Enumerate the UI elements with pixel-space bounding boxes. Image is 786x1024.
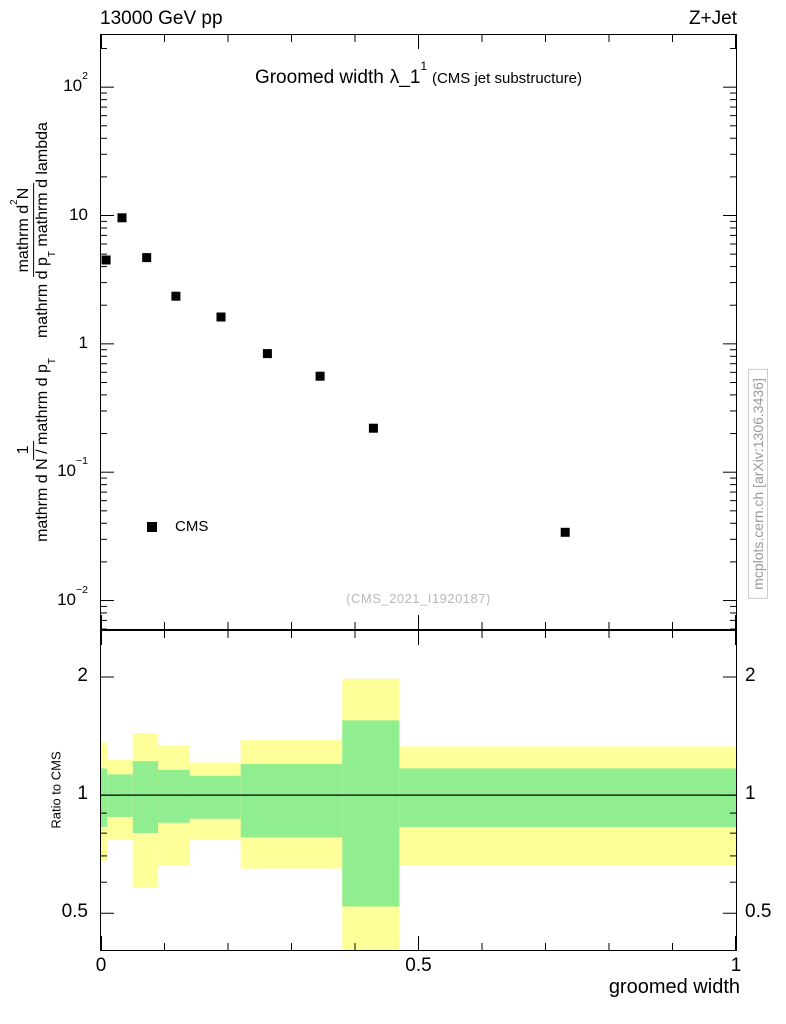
data-point: [171, 291, 181, 301]
plot-title-variable: λ_11: [389, 59, 427, 88]
process-label: Z+Jet: [688, 8, 737, 29]
y-label-frac1-denominator: mathrm d N / mathrm d pT: [34, 358, 59, 542]
tick-label: 10−2: [57, 583, 88, 609]
tick-label: 10: [69, 204, 88, 224]
data-point: [101, 255, 111, 265]
uncertainty-band-inner: [101, 768, 108, 827]
main-plot-frame: Groomed width λ_11(CMS jet substructure) …: [100, 34, 737, 630]
tick-label: 1: [77, 783, 88, 805]
data-point: [216, 312, 226, 322]
uncertainty-band-inner: [399, 768, 736, 827]
tick-label: 2: [745, 665, 756, 686]
ratio-y-axis-tick-labels-right: 0.5 1 2: [740, 630, 786, 951]
tick-label: 102: [63, 70, 88, 96]
y-label-fraction-2: mathrm d2N mathrm d pT mathrm d lambda: [9, 117, 59, 343]
y-label-frac2-denominator: mathrm d pT mathrm d lambda: [34, 122, 59, 339]
main-plot-canvas: [101, 35, 736, 629]
ratio-y-axis-label: Ratio to CMS: [48, 751, 64, 829]
uncertainty-band-inner: [240, 764, 343, 838]
tick-label: 1: [745, 783, 756, 805]
plot-title-note: (CMS jet substructure): [431, 70, 583, 87]
uncertainty-band-inner: [158, 769, 190, 823]
y-label-fraction-1: 1 mathrm d N / mathrm d pT: [15, 353, 59, 547]
data-point: [262, 349, 272, 359]
tick-label: 0.5: [745, 901, 772, 923]
tick-label: 2: [77, 665, 88, 686]
ratio-plot-frame: [100, 630, 737, 951]
x-axis-tick-labels: 0 0.5 1: [96, 951, 742, 979]
plot-title-text: Groomed width: [254, 67, 384, 88]
x-tick-label: 0: [95, 955, 107, 976]
ratio-plot-canvas: [101, 631, 736, 950]
legend: CMS: [147, 518, 208, 535]
main-y-axis-label: 1 mathrm d N / mathrm d pT mathrm d2N ma…: [9, 117, 59, 547]
mcplots-attribution: mcplots.cern.ch [arXiv:1306.3436]: [748, 369, 768, 599]
data-point: [368, 423, 378, 433]
y-label-frac1-numerator: 1: [15, 440, 35, 460]
cms-data-marker-icon: [147, 521, 157, 532]
x-tick-label: 0.5: [405, 955, 432, 976]
analysis-id-watermark: (CMS_2021_I1920187): [346, 591, 491, 606]
plot-title: Groomed width λ_11(CMS jet substructure): [101, 59, 736, 89]
x-axis-label: groomed width: [608, 976, 740, 998]
data-point: [142, 253, 152, 263]
main-y-axis-tick-labels: 10−2 10−1 1 10 102: [0, 34, 94, 630]
tick-label: 1: [78, 332, 88, 352]
tick-label: 0.5: [61, 901, 88, 923]
data-point: [560, 527, 570, 537]
uncertainty-band-inner: [342, 720, 400, 907]
beam-energy-label: 13000 GeV pp: [100, 8, 223, 29]
tick-label: 10−1: [57, 455, 88, 481]
y-label-frac2-numerator: mathrm d2N: [9, 182, 35, 278]
uncertainty-band-inner: [132, 761, 159, 834]
x-tick-label: 1: [730, 955, 742, 976]
uncertainty-band-inner: [189, 775, 241, 819]
legend-label: CMS: [175, 518, 209, 535]
data-point: [117, 213, 127, 223]
ratio-y-axis-tick-labels-left: 0.5 1 2: [0, 630, 94, 951]
data-point: [315, 371, 325, 381]
